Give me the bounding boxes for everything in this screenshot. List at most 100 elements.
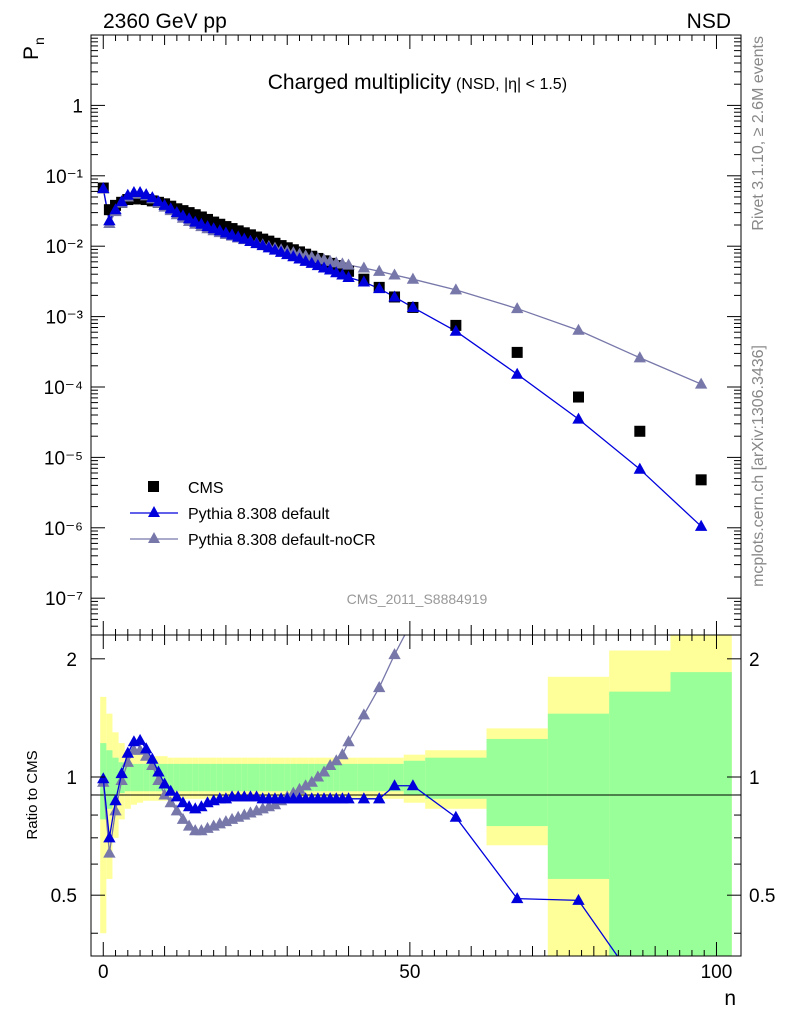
pythia-default-point: [342, 270, 355, 282]
ratio-default-point: [572, 893, 585, 905]
ratio-frame: [90, 634, 742, 957]
pythia-default-point: [115, 195, 128, 207]
ratio-nocr-point: [146, 758, 159, 771]
uncertainty-band-inner: [179, 763, 187, 792]
ratio-default-point: [342, 792, 355, 804]
uncertainty-band-inner: [425, 757, 487, 799]
watermark: CMS_2011_S8884919: [347, 591, 488, 607]
uncertainty-band-inner: [167, 763, 174, 792]
pythia-nocr-point: [388, 268, 401, 280]
pythia-default-point: [97, 182, 110, 194]
main-ytick-label: 10⁻²: [46, 237, 84, 258]
uncertainty-band-inner: [333, 763, 340, 792]
ratio-default-point: [373, 792, 386, 804]
x-axis-label: n: [724, 987, 736, 1010]
ratio-nocr-point: [115, 773, 128, 786]
pythia-nocr-point: [342, 258, 355, 270]
pythia-default-point: [406, 300, 420, 312]
uncertainty-band-inner: [130, 763, 137, 792]
ratio-nocr-point: [109, 804, 122, 816]
ratio-ytick-label: 2: [66, 650, 77, 671]
ratio-default-point: [133, 733, 147, 745]
pythia-default-point: [146, 191, 159, 203]
cms-point: [103, 204, 115, 216]
ratio-nocr-point: [293, 782, 306, 794]
uncertainty-band-inner: [143, 763, 150, 792]
legend-cms-label: CMS: [188, 480, 224, 497]
ratio-default-point: [406, 779, 420, 791]
ratio-default-point: [388, 779, 401, 791]
cms-point: [208, 216, 220, 228]
pythia-default-point: [164, 202, 177, 214]
uncertainty-band-inner: [124, 763, 131, 792]
pythia-default-point: [388, 290, 401, 302]
ratio-nocr-point: [103, 846, 116, 858]
cms-point: [134, 193, 146, 205]
uncertainty-band-inner: [222, 763, 229, 792]
main-ytick-label: 10⁻⁶: [44, 519, 83, 540]
cms-point: [189, 209, 201, 221]
ratio-ytick-label: 0.5: [51, 886, 77, 907]
ratio-default-point: [109, 794, 122, 806]
main-ytick-label: 10⁻¹: [46, 167, 84, 188]
cms-point: [511, 346, 523, 358]
legend-default-label: Pythia 8.308 default: [188, 506, 330, 523]
main-ytick-label: 10⁻⁷: [45, 589, 83, 610]
pythia-nocr-point: [694, 377, 708, 389]
uncertainty-band-inner: [296, 763, 303, 792]
ratio-nocr-point: [140, 749, 153, 761]
pythia-default-point: [449, 324, 463, 336]
pythia-default-point: [152, 195, 165, 207]
uncertainty-band-inner: [670, 672, 732, 956]
ratio-default-point: [97, 772, 110, 784]
pythia-default-line: [102, 188, 702, 527]
ratio-nocr-point: [388, 648, 401, 660]
ratio-nocr-point: [152, 773, 165, 786]
pythia-default-point: [140, 188, 153, 200]
uncertainty-band-inner: [259, 763, 266, 792]
ratio-default-point: [170, 790, 184, 802]
uncertainty-band-inner: [327, 763, 334, 792]
cms-point: [634, 425, 646, 437]
uncertainty-band-inner: [271, 763, 279, 792]
uncertainty-band-inner: [265, 763, 272, 792]
main-panel: 10⁻⁷ 10⁻⁶ 10⁻⁵ 10⁻⁴ 10⁻³ 10⁻² 10⁻¹ 1 Charged mu…: [44, 34, 742, 636]
legend-nocr-marker: [148, 532, 160, 543]
ratio-ytick-label-right: 1: [749, 768, 760, 789]
x-tick-label: 50: [399, 962, 420, 983]
uncertainty-band-inner: [228, 763, 236, 792]
ratio-nocr-point: [336, 748, 349, 760]
uncertainty-band-inner: [339, 763, 346, 792]
uncertainty-band-inner: [192, 763, 199, 792]
pythia-default-point: [170, 206, 184, 218]
ratio-default-point: [146, 752, 159, 764]
ratio-nocr-point: [176, 812, 190, 824]
uncertainty-band-inner: [106, 750, 113, 809]
uncertainty-band-inner: [235, 763, 242, 792]
ratio-nocr-point: [317, 765, 331, 777]
uncertainty-band-inner: [345, 763, 358, 792]
uncertainty-band-inner: [302, 763, 309, 792]
uncertainty-band-inner: [284, 763, 291, 792]
pythia-default-point: [373, 282, 386, 294]
ratio-ylabel: Ratio to CMS: [24, 750, 41, 839]
uncertainty-band-inner: [247, 763, 254, 792]
x-tick-label: 100: [701, 962, 733, 983]
main-ylabel-text: P: [20, 46, 43, 60]
pythia-default-point: [572, 412, 585, 424]
ratio-default-point: [103, 831, 116, 843]
cms-point: [244, 229, 256, 241]
uncertainty-band-inner: [186, 763, 193, 792]
side-label-bottom: mcplots.cern.ch [arXiv:1306.3436]: [750, 345, 767, 587]
cms-point: [214, 218, 226, 230]
chart-title-suffix: (NSD, |η| < 1.5): [456, 76, 567, 93]
ratio-nocr-point: [305, 775, 318, 787]
uncertainty-band-inner: [241, 763, 248, 792]
ratio-nocr-point: [357, 708, 371, 720]
ratio-ytick-label-right: 2: [749, 650, 760, 671]
uncertainty-band-inner: [320, 763, 328, 792]
ratio-default-point: [140, 742, 153, 754]
legend-cms-marker: [148, 481, 159, 492]
cms-point: [195, 211, 207, 223]
